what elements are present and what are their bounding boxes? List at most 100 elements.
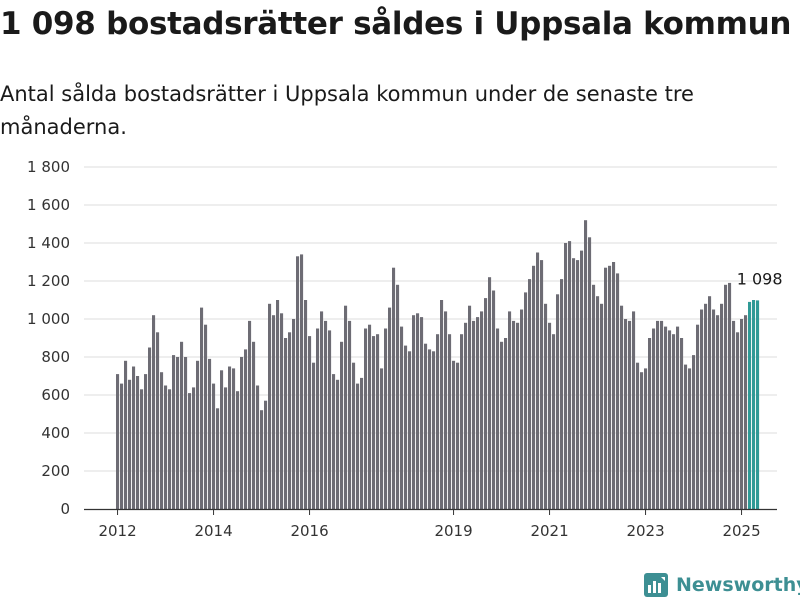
bar: [696, 324, 700, 509]
bar: [416, 313, 420, 509]
bar: [612, 262, 616, 509]
bar: [232, 368, 236, 509]
bar: [732, 320, 736, 509]
bar: [668, 330, 672, 509]
bar: [196, 360, 200, 509]
bar: [340, 341, 344, 509]
bar: [280, 313, 284, 509]
highlighted-bar: [748, 301, 752, 509]
bar: [536, 252, 540, 509]
bar: [132, 366, 136, 509]
bar: [148, 347, 152, 509]
bar: [588, 237, 592, 510]
bar: [700, 309, 704, 509]
bar: [160, 372, 164, 509]
page-subtitle: Antal sålda bostadsrätter i Uppsala komm…: [0, 82, 694, 139]
bar: [384, 328, 388, 509]
bar: [392, 267, 396, 509]
bar: [176, 357, 180, 509]
bar: [128, 379, 132, 509]
bar: [660, 320, 664, 509]
bar: [688, 368, 692, 509]
y-tick-label: 0: [60, 500, 70, 518]
bar: [568, 241, 572, 509]
bar: [284, 338, 288, 509]
bar: [500, 341, 504, 509]
bar: [680, 338, 684, 509]
bar: [140, 389, 144, 509]
bar: [420, 317, 424, 509]
bar: [444, 311, 448, 509]
bar: [556, 294, 560, 509]
bar: [708, 296, 712, 509]
bar: [424, 343, 428, 509]
bar: [540, 260, 544, 509]
bar: [172, 355, 176, 509]
bar: [288, 332, 292, 509]
bar: [336, 379, 340, 509]
bar: [496, 328, 500, 509]
bar: [676, 326, 680, 509]
bar: [628, 320, 632, 509]
bar: [144, 374, 148, 509]
bar: [516, 322, 520, 509]
bar: [400, 326, 404, 509]
x-tick-label: 2012: [98, 522, 136, 540]
bar: [224, 387, 228, 509]
x-axis: 2012 2014 2016 2019 2021 2023 2025: [84, 508, 777, 540]
bar: [740, 319, 744, 509]
bar: [304, 300, 308, 509]
bar: [180, 341, 184, 509]
y-tick-label: 1 400: [27, 234, 70, 252]
bar: [616, 273, 620, 509]
x-tick-label: 2014: [194, 522, 232, 540]
bar: [136, 376, 140, 509]
bar: [720, 303, 724, 509]
bar: [484, 298, 488, 509]
x-tick-label: 2023: [626, 522, 664, 540]
page-title: 1 098 bostadsrätter såldes i Uppsala kom…: [0, 6, 792, 42]
bar: [460, 334, 464, 509]
bar: [264, 400, 268, 509]
y-tick-label: 1 000: [27, 310, 70, 328]
bar: [292, 319, 296, 509]
bar: [544, 303, 548, 509]
bar: [524, 292, 528, 509]
bar: [300, 254, 304, 509]
bar: [152, 315, 156, 509]
bar: [640, 372, 644, 509]
bar: [712, 309, 716, 509]
bar: [520, 309, 524, 509]
bar: [256, 385, 260, 509]
bar: [312, 362, 316, 509]
bar: [188, 393, 192, 509]
bar: [236, 391, 240, 509]
bar: [728, 282, 732, 509]
bar: [216, 408, 220, 509]
bar: [600, 303, 604, 509]
bar: [452, 360, 456, 509]
bar: [448, 334, 452, 509]
bar: [552, 334, 556, 509]
annotations: 1 098: [737, 269, 783, 288]
bar: [648, 338, 652, 509]
bar: [580, 250, 584, 509]
y-tick-label: 1 600: [27, 196, 70, 214]
bar: [204, 324, 208, 509]
bar: [472, 320, 476, 509]
bar: [404, 345, 408, 509]
bar: [120, 383, 124, 509]
bar: [156, 332, 160, 509]
bar: [212, 383, 216, 509]
bar: [296, 256, 300, 509]
bar: [652, 328, 656, 509]
bar: [184, 357, 188, 509]
newsworthy-brand[interactable]: Newsworthy: [644, 570, 800, 600]
bar: [596, 296, 600, 509]
bar: [624, 319, 628, 509]
bar: [116, 374, 120, 509]
y-tick-label: 600: [41, 386, 70, 404]
bar: [328, 330, 332, 509]
bar: [636, 362, 640, 509]
bar: [604, 267, 608, 509]
